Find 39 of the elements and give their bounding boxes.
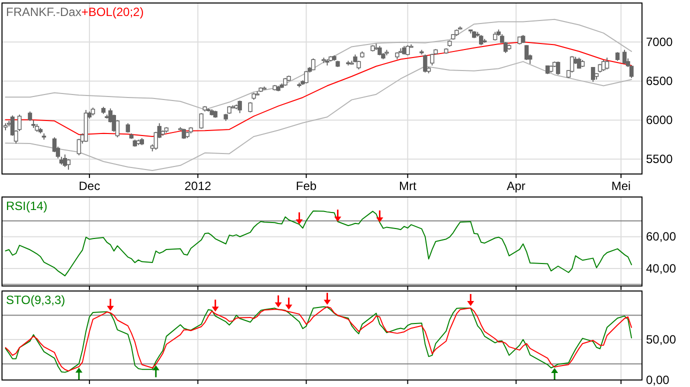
candlestick <box>238 100 242 114</box>
candlestick <box>622 49 627 64</box>
candlestick <box>590 66 596 82</box>
chart-title: FRANKF.-Dax <box>6 5 82 19</box>
candlestick <box>199 112 204 130</box>
y-tick-label: 40,00 <box>646 262 676 276</box>
y-tick-label: 0,00 <box>646 373 670 387</box>
text: +BOL(20;2) <box>81 5 144 19</box>
chart-title: RSI(14) <box>6 199 48 213</box>
x-tick-label: Mei <box>611 179 631 193</box>
candlestick <box>406 44 410 56</box>
candlestick <box>66 158 71 170</box>
candlestick <box>556 61 560 76</box>
candlestick <box>304 70 308 84</box>
candlestick <box>378 45 382 56</box>
y-tick-label: 5500 <box>646 152 674 166</box>
y-tick-label: 60,00 <box>646 230 676 244</box>
chart-title: STO(9,3,3) <box>6 293 66 307</box>
line-series <box>4 61 632 171</box>
candlestick <box>62 154 68 168</box>
candlestick <box>479 34 484 46</box>
candlestick <box>28 111 32 122</box>
candlestick <box>524 44 529 60</box>
candlestick <box>248 102 252 113</box>
y-tick-label: 6000 <box>646 113 674 128</box>
x-tick-label: 2012 <box>184 179 212 193</box>
y-tick-label: 6500 <box>646 74 674 88</box>
x-tick-label: Mrt <box>399 179 418 193</box>
candlestick <box>182 128 186 140</box>
line-series <box>4 42 632 138</box>
y-tick-label: 7000 <box>646 35 674 50</box>
candlestick <box>126 122 130 134</box>
x-tick-label: Apr <box>506 179 526 193</box>
y-tick-label: 50,00 <box>646 332 676 347</box>
x-tick-label: Feb <box>296 179 317 193</box>
line-series <box>4 18 632 110</box>
candlestick <box>423 54 428 73</box>
x-tick-label: Dec <box>78 179 100 193</box>
candlestick <box>604 57 610 70</box>
